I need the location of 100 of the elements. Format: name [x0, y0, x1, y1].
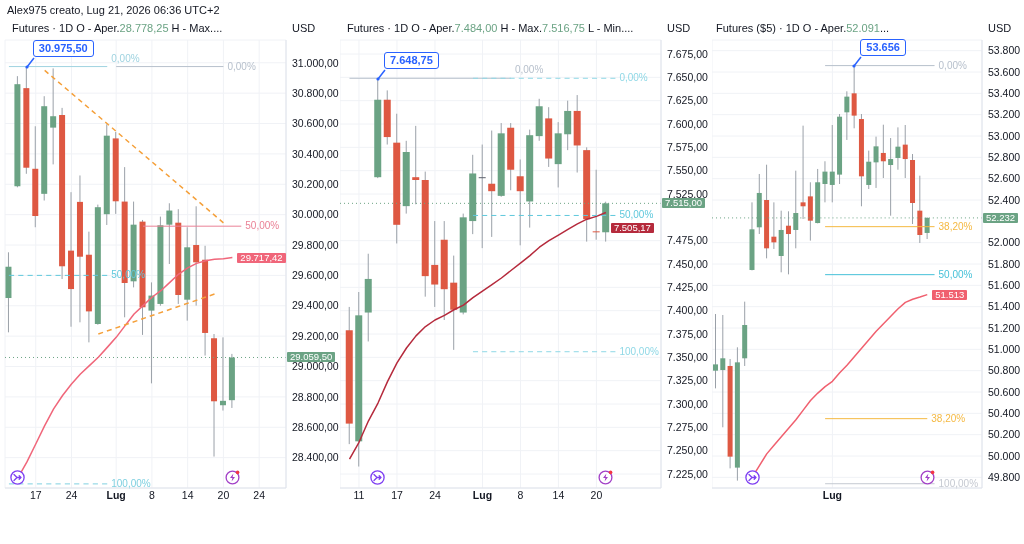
y-tick-label: 7.575,00 — [667, 141, 709, 154]
y-tick-label: 30.400,00 — [292, 147, 339, 160]
x-tick-label: 17 — [391, 489, 403, 502]
y-tick-label: 51.400 — [988, 300, 1021, 313]
y-tick-label: 51.600 — [988, 279, 1021, 292]
y-tick-label: 28.600,00 — [292, 420, 339, 433]
series-label: 100,00% — [619, 345, 659, 358]
y-tick-label: 7.250,00 — [667, 444, 709, 457]
series-label: 38,20% — [938, 220, 973, 233]
annotation: 30.975,50 — [32, 39, 94, 57]
candlestick — [478, 144, 486, 249]
y-tick-label: 7.225,00 — [667, 467, 709, 480]
y-tick-label: 7.475,00 — [667, 234, 709, 247]
data-label: 7.505,17 — [610, 221, 654, 233]
chart-title: Futures ($5) · 1D O - Aper.52.091... — [716, 22, 890, 34]
y-tick-label: 53.600 — [988, 65, 1021, 78]
y-tick-label: 52.000 — [988, 236, 1021, 249]
x-tick-label: Lug — [822, 489, 843, 502]
candlestick — [488, 130, 496, 238]
y-tick-label: 7.300,00 — [667, 397, 709, 410]
y-tick-label: 53.200 — [988, 108, 1021, 121]
candlestick — [844, 90, 850, 141]
series-label: 0,00% — [514, 64, 544, 77]
data-label: 29.717,42 — [237, 251, 286, 263]
y-tick-label: 30.000,00 — [292, 208, 339, 221]
y-tick-label: 29.200,00 — [292, 329, 339, 342]
y-tick-label: 7.450,00 — [667, 257, 709, 270]
y-tick-label: 51.800 — [988, 257, 1021, 270]
candlestick — [866, 150, 872, 190]
y-tick-label: 29.600,00 — [292, 269, 339, 282]
series-label: 50,00% — [245, 220, 280, 233]
y-tick-label: 31.000,00 — [292, 56, 339, 69]
series-label: 50,00% — [619, 209, 654, 222]
series-label: 0,00% — [227, 60, 256, 73]
y-tick-label: 53.400 — [988, 87, 1021, 100]
series-label: 50,00% — [938, 268, 973, 281]
ref-line-label: 52.232 — [983, 211, 1019, 223]
y-tick-label: 50.600 — [988, 385, 1021, 398]
candlestick — [431, 220, 439, 308]
y-tick-label: 28.800,00 — [292, 390, 339, 403]
series-label: 0,00% — [111, 52, 140, 65]
candlestick — [412, 125, 420, 205]
candlestick — [592, 169, 600, 241]
candlestick — [564, 100, 572, 151]
y-tick-label: 29.400,00 — [292, 299, 339, 312]
ref-line-label: 7.515,00 — [662, 197, 705, 209]
y-tick-label: 30.800,00 — [292, 86, 339, 99]
x-tick-label: 20 — [217, 489, 230, 502]
x-tick-label: 17 — [29, 489, 42, 502]
series-label: 0,00% — [938, 59, 967, 72]
x-tick-label: 24 — [253, 489, 266, 502]
y-tick-label: 30.600,00 — [292, 117, 339, 130]
y-tick-label: 7.550,00 — [667, 164, 709, 177]
y-tick-label: 7.325,00 — [667, 374, 709, 387]
candlestick — [713, 313, 718, 389]
series-label: 38,20% — [931, 412, 966, 425]
candlestick — [800, 125, 806, 220]
candlestick — [50, 67, 57, 165]
x-tick-label: 20 — [590, 489, 603, 502]
candlestick — [880, 124, 886, 179]
y-tick-label: 51.000 — [988, 343, 1021, 356]
x-tick-label: Lug — [472, 489, 493, 502]
y-tick-label: 7.650,00 — [667, 71, 709, 84]
series-label: 50,00% — [111, 269, 146, 282]
y-tick-label: 51.200 — [988, 321, 1021, 334]
y-tick-label: 50.800 — [988, 364, 1021, 377]
y-tick-label: 53.000 — [988, 129, 1021, 142]
y-tick-label: 7.625,00 — [667, 94, 709, 107]
y-tick-label: 7.275,00 — [667, 421, 709, 434]
candlestick — [902, 124, 908, 179]
x-tick-label: 8 — [149, 489, 156, 502]
series-label: 100,00% — [111, 477, 151, 490]
candlestick — [785, 210, 791, 275]
x-tick-label: 11 — [353, 489, 365, 502]
series-label: 100,00% — [938, 477, 979, 490]
y-axis-title: USD — [292, 22, 316, 35]
x-tick-label: 14 — [181, 489, 194, 502]
y-tick-label: 7.375,00 — [667, 327, 709, 340]
candlestick — [516, 158, 524, 246]
y-tick-label: 50.000 — [988, 449, 1021, 462]
x-tick-label: Lug — [106, 489, 126, 502]
annotation: 53.656 — [860, 39, 906, 57]
y-tick-label: 7.425,00 — [667, 281, 709, 294]
annotation: 7.648,75 — [383, 51, 439, 69]
y-tick-label: 52.800 — [988, 151, 1021, 164]
y-tick-label: 52.400 — [988, 193, 1021, 206]
y-tick-label: 7.600,00 — [667, 117, 709, 130]
x-tick-label: 14 — [552, 489, 565, 502]
y-axis-title: USD — [988, 22, 1012, 35]
x-tick-label: 24 — [65, 489, 78, 502]
y-tick-label: 29.000,00 — [292, 360, 339, 373]
y-tick-label: 50.200 — [988, 428, 1021, 441]
data-label: 51.513 — [932, 288, 968, 300]
y-tick-label: 7.350,00 — [667, 351, 709, 364]
series-label: 0,00% — [619, 72, 648, 85]
y-tick-label: 29.800,00 — [292, 238, 339, 251]
candlestick — [888, 137, 894, 217]
y-tick-label: 53.800 — [988, 44, 1021, 57]
chart-title: Futures · 1D O - Aper.28.778,25 H - Max.... — [12, 22, 223, 34]
y-tick-label: 7.675,00 — [667, 47, 709, 60]
